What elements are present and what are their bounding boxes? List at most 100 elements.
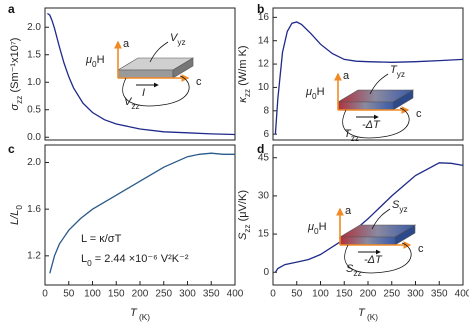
y-tick-label: 2.0 [27,22,41,33]
text-part: (K) [137,313,151,322]
x-tick-label: 0 [270,289,276,300]
text-part: (W/m K) [237,45,249,88]
text-part: L [81,253,87,265]
text-part: -ΔT [364,254,383,266]
x-tick-label: 400 [227,289,244,300]
text-part: 0 [15,205,24,210]
text-part: c [196,76,202,88]
text-part: T [358,307,366,319]
inset-label: Szz [346,263,362,278]
text-part: a [345,205,352,217]
inset-label: Vzz [124,96,140,111]
text-part: μ [307,221,314,233]
text-part: V [124,96,133,108]
inset-label: -ΔT [364,254,383,266]
text-part: T [130,307,138,319]
inset-label: Tyz [390,64,405,79]
wire [344,242,412,274]
x-tick-label: 350 [431,289,448,300]
text-part: = 2.44 ×10⁻⁶ V²K⁻² [92,253,189,265]
sample-side [394,224,416,246]
x-tick-label: 100 [312,289,329,300]
x-tick-label: 200 [132,289,149,300]
x-tick-label: 250 [383,289,400,300]
sample-front [337,101,394,111]
wire [149,41,169,63]
text-part: μ [85,54,92,66]
y-tick-label: 1.0 [27,77,41,88]
annotation: L = κ/σT [81,233,122,245]
text-part: yz [399,205,407,214]
inset-label: -ΔT [362,119,381,131]
y-tick-label: 45 [258,152,270,163]
y-tick-label: 1.6 [27,204,41,215]
y-tick-label: 0.0 [27,132,41,143]
text-part: (K) [365,313,379,322]
text-part: H [317,86,325,98]
text-part: κ [237,97,249,103]
text-part: c [418,243,424,255]
x-tick-label: 150 [108,289,125,300]
y-tick-label: 12 [258,59,270,70]
x-tick-label: 100 [84,289,101,300]
y-axis-label: L/L0 [9,205,24,225]
y-axis-label: Szz (μV/K) [237,190,252,240]
wire [371,208,391,230]
sample-front [117,69,174,79]
data-line [47,12,236,136]
inset-label: c [196,76,202,88]
inset-label: a [343,70,350,82]
y-tick-label: 0.5 [27,104,41,115]
text-part: 0 [87,259,92,268]
inset-label: a [345,205,352,217]
panel-label: c [8,142,15,156]
panel-label: d [257,142,264,156]
x-tick-label: 150 [336,289,353,300]
text-part: S [237,232,249,240]
inset-label: μ0H [305,86,325,101]
text-part: L/L [9,210,21,225]
text-part: I [142,87,145,99]
plot-frame [272,7,464,141]
text-part: (μV/K) [237,190,249,224]
text-part: T [344,128,352,140]
y-tick-label: 16 [258,12,270,23]
text-part: yz [177,38,185,47]
sample-side [392,89,414,111]
y-tick-label: 15 [258,229,270,240]
inset-label: c [418,243,424,255]
panel: c1.21.62.00 50 100 150 200 250 300 350 400L/L0T … [8,142,244,322]
text-part: H [97,54,105,66]
text-part: zz [351,134,359,143]
wire [122,75,190,107]
x-tick-label: 0 [42,289,48,300]
y-tick-label: 10 [258,82,270,93]
y-tick-label: 1.2 [27,250,41,261]
text-part: a [343,70,350,82]
wire [342,107,410,139]
x-tick-label: 200 [360,289,377,300]
inset-label: μ0H [85,54,105,69]
sample-front [339,236,396,246]
text-part: zz [131,102,139,111]
text-part: S [346,263,354,275]
annotation: L0 = 2.44 ×10⁻⁶ V²K⁻² [81,253,189,268]
inset-label: I [142,87,145,99]
inset-label: Tzz [344,128,359,143]
text-part: H [319,221,327,233]
x-tick-label: 300 [179,289,196,300]
y-tick-label: 6 [263,129,269,140]
inset-label: Syz [392,199,408,214]
text-part: (Sm⁻¹x10⁷) [9,38,21,96]
x-tick-label: 50 [291,289,303,300]
wire [369,73,389,95]
text-part: -ΔT [362,119,381,131]
y-tick-label: 30 [258,191,270,202]
inset-label: Vyz [170,32,186,47]
panel-label: b [257,2,264,16]
x-axis-label: T (K) [358,307,378,322]
